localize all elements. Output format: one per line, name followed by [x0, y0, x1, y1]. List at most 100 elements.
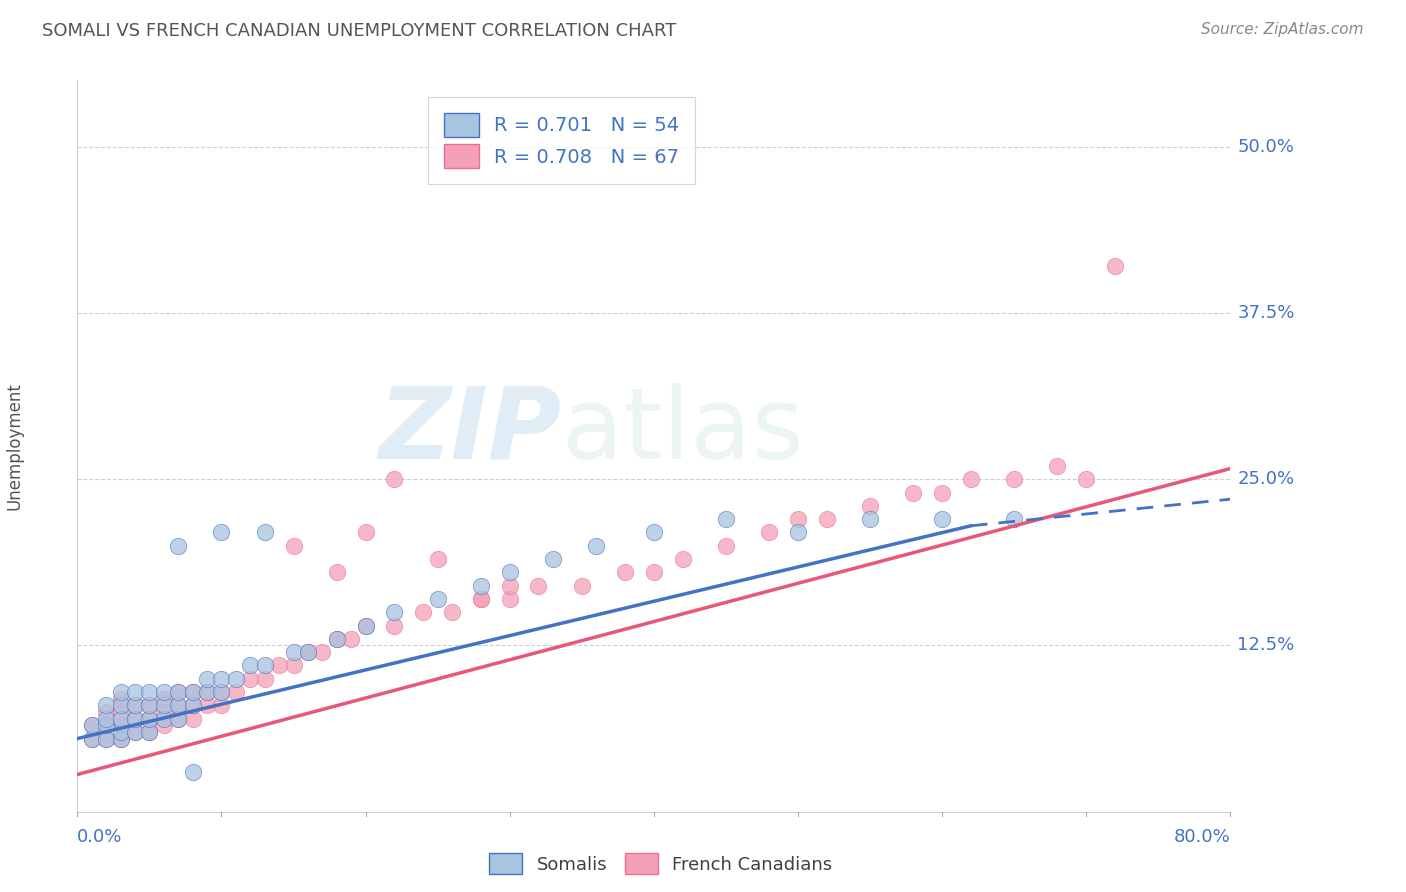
- Point: [96, 718, 118, 732]
- Point: [340, 632, 363, 646]
- Point: [211, 698, 233, 713]
- Point: [412, 605, 434, 619]
- Text: SOMALI VS FRENCH CANADIAN UNEMPLOYMENT CORRELATION CHART: SOMALI VS FRENCH CANADIAN UNEMPLOYMENT C…: [42, 22, 676, 40]
- Point: [643, 525, 665, 540]
- Point: [470, 591, 492, 606]
- Point: [267, 658, 291, 673]
- Point: [325, 632, 349, 646]
- Point: [499, 566, 522, 580]
- Point: [124, 685, 146, 699]
- Point: [167, 685, 190, 699]
- Point: [382, 605, 406, 619]
- Point: [1104, 260, 1126, 274]
- Text: 37.5%: 37.5%: [1237, 304, 1295, 322]
- Point: [96, 705, 118, 719]
- Point: [124, 698, 146, 713]
- Point: [758, 525, 780, 540]
- Point: [124, 725, 146, 739]
- Point: [153, 705, 174, 719]
- Point: [110, 685, 132, 699]
- Point: [181, 712, 204, 726]
- Point: [585, 539, 607, 553]
- Point: [124, 712, 146, 726]
- Text: Unemployment: Unemployment: [6, 382, 22, 510]
- Point: [153, 712, 174, 726]
- Point: [138, 725, 160, 739]
- Point: [1076, 472, 1098, 486]
- Point: [311, 645, 333, 659]
- Point: [110, 712, 132, 726]
- Legend: R = 0.701   N = 54, R = 0.708   N = 67: R = 0.701 N = 54, R = 0.708 N = 67: [429, 97, 695, 184]
- Point: [1002, 472, 1025, 486]
- Point: [499, 591, 522, 606]
- Point: [354, 618, 377, 632]
- Point: [124, 712, 146, 726]
- Point: [167, 698, 190, 713]
- Point: [499, 579, 522, 593]
- Point: [110, 718, 132, 732]
- Text: 50.0%: 50.0%: [1237, 137, 1294, 156]
- Point: [931, 512, 953, 526]
- Point: [211, 525, 233, 540]
- Point: [239, 672, 262, 686]
- Point: [195, 685, 218, 699]
- Point: [253, 672, 276, 686]
- Point: [225, 685, 247, 699]
- Text: Source: ZipAtlas.com: Source: ZipAtlas.com: [1201, 22, 1364, 37]
- Point: [325, 632, 349, 646]
- Point: [325, 566, 349, 580]
- Point: [195, 698, 218, 713]
- Point: [138, 685, 160, 699]
- Text: 25.0%: 25.0%: [1237, 470, 1295, 488]
- Point: [1046, 458, 1069, 473]
- Point: [195, 672, 218, 686]
- Point: [297, 645, 319, 659]
- Point: [297, 645, 319, 659]
- Point: [253, 525, 276, 540]
- Point: [96, 718, 118, 732]
- Point: [181, 685, 204, 699]
- Point: [211, 672, 233, 686]
- Point: [815, 512, 838, 526]
- Point: [211, 685, 233, 699]
- Point: [167, 685, 190, 699]
- Point: [787, 512, 810, 526]
- Text: 80.0%: 80.0%: [1174, 828, 1230, 846]
- Point: [571, 579, 593, 593]
- Point: [138, 725, 160, 739]
- Point: [110, 691, 132, 706]
- Point: [153, 698, 174, 713]
- Point: [138, 698, 160, 713]
- Point: [1002, 512, 1025, 526]
- Point: [211, 685, 233, 699]
- Point: [181, 698, 204, 713]
- Point: [153, 691, 174, 706]
- Point: [167, 712, 190, 726]
- Point: [426, 591, 449, 606]
- Text: atlas: atlas: [561, 383, 803, 480]
- Point: [110, 698, 132, 713]
- Point: [138, 698, 160, 713]
- Point: [470, 579, 492, 593]
- Point: [80, 718, 103, 732]
- Point: [80, 718, 103, 732]
- Point: [541, 552, 564, 566]
- Point: [124, 698, 146, 713]
- Point: [96, 731, 118, 746]
- Point: [283, 658, 305, 673]
- Point: [714, 512, 737, 526]
- Point: [96, 731, 118, 746]
- Point: [382, 472, 406, 486]
- Point: [903, 485, 925, 500]
- Point: [195, 685, 218, 699]
- Point: [382, 618, 406, 632]
- Point: [441, 605, 464, 619]
- Point: [614, 566, 637, 580]
- Point: [931, 485, 953, 500]
- Point: [110, 731, 132, 746]
- Point: [153, 718, 174, 732]
- Point: [96, 712, 118, 726]
- Point: [354, 618, 377, 632]
- Point: [354, 525, 377, 540]
- Point: [672, 552, 695, 566]
